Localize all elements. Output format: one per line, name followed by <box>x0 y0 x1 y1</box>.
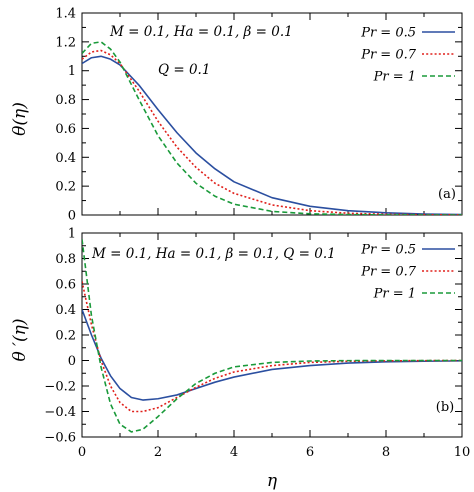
y-tick-label: 1 <box>68 227 76 242</box>
x-tick-label: 8 <box>382 445 390 460</box>
y-tick-label: 0 <box>68 209 76 224</box>
panel-b: 0 2 4 6 8 10 −0.6 −0.4 −0.2 0 0.2 0.4 0.6 0.8 1 θ ′(η) P… <box>10 227 470 461</box>
series-line-3 <box>82 239 462 433</box>
x-tick-label: 2 <box>154 445 162 460</box>
x-axis-label: η <box>267 471 278 491</box>
legend-label: Pr = 1 <box>373 287 416 302</box>
y-axis-label: θ ′(η) <box>10 319 30 362</box>
annotation: M = 0.1, Ha = 0.1, β = 0.1, Q = 0.1 <box>91 246 336 262</box>
y-tick-label: 1.2 <box>55 35 76 50</box>
annotation: Q = 0.1 <box>158 62 210 78</box>
y-tick-label: −0.2 <box>44 380 76 395</box>
y-tick-label: 0.8 <box>55 93 76 108</box>
x-tick-label: 4 <box>230 445 238 460</box>
legend-label: Pr = 0.7 <box>360 48 417 63</box>
y-axis-label: θ(η) <box>10 102 30 136</box>
y-tick-label: 1.4 <box>55 7 76 22</box>
y-tick-label: 0.4 <box>55 151 76 166</box>
panel-label: (b) <box>436 400 454 415</box>
series-line-1 <box>82 309 462 401</box>
legend-label: Pr = 0.5 <box>360 26 416 41</box>
series-line-2 <box>82 49 462 215</box>
y-tick-label: 0.6 <box>55 122 76 137</box>
plot-frame <box>81 12 463 216</box>
legend-label: Pr = 1 <box>373 70 416 85</box>
y-tick-label: 0.6 <box>55 278 76 293</box>
series-line-3 <box>82 41 462 215</box>
y-tick-label: −0.4 <box>44 405 76 420</box>
annotation: M = 0.1, Ha = 0.1, β = 0.1 <box>109 24 293 40</box>
x-tick-label: 10 <box>454 445 471 460</box>
y-tick-label: 0 <box>68 354 76 369</box>
y-tick-label: 0.2 <box>55 180 76 195</box>
panel-a: 0 0.2 0.4 0.6 0.8 1 1.2 1.4 θ(η) Pr = 0.5 Pr = 0.7… <box>10 7 463 224</box>
y-tick-label: 0.8 <box>55 252 76 267</box>
panel-label: (a) <box>438 187 456 202</box>
series-line-1 <box>82 55 462 215</box>
x-tick-label: 0 <box>78 445 86 460</box>
legend-label: Pr = 0.5 <box>360 243 416 258</box>
y-tick-label: 0.4 <box>55 303 76 318</box>
y-tick-label: 0.2 <box>55 329 76 344</box>
legend-label: Pr = 0.7 <box>360 265 417 280</box>
y-tick-label: 1 <box>68 64 76 79</box>
series-line-2 <box>82 281 462 413</box>
x-tick-label: 6 <box>306 445 314 460</box>
y-tick-label: −0.6 <box>44 431 76 446</box>
